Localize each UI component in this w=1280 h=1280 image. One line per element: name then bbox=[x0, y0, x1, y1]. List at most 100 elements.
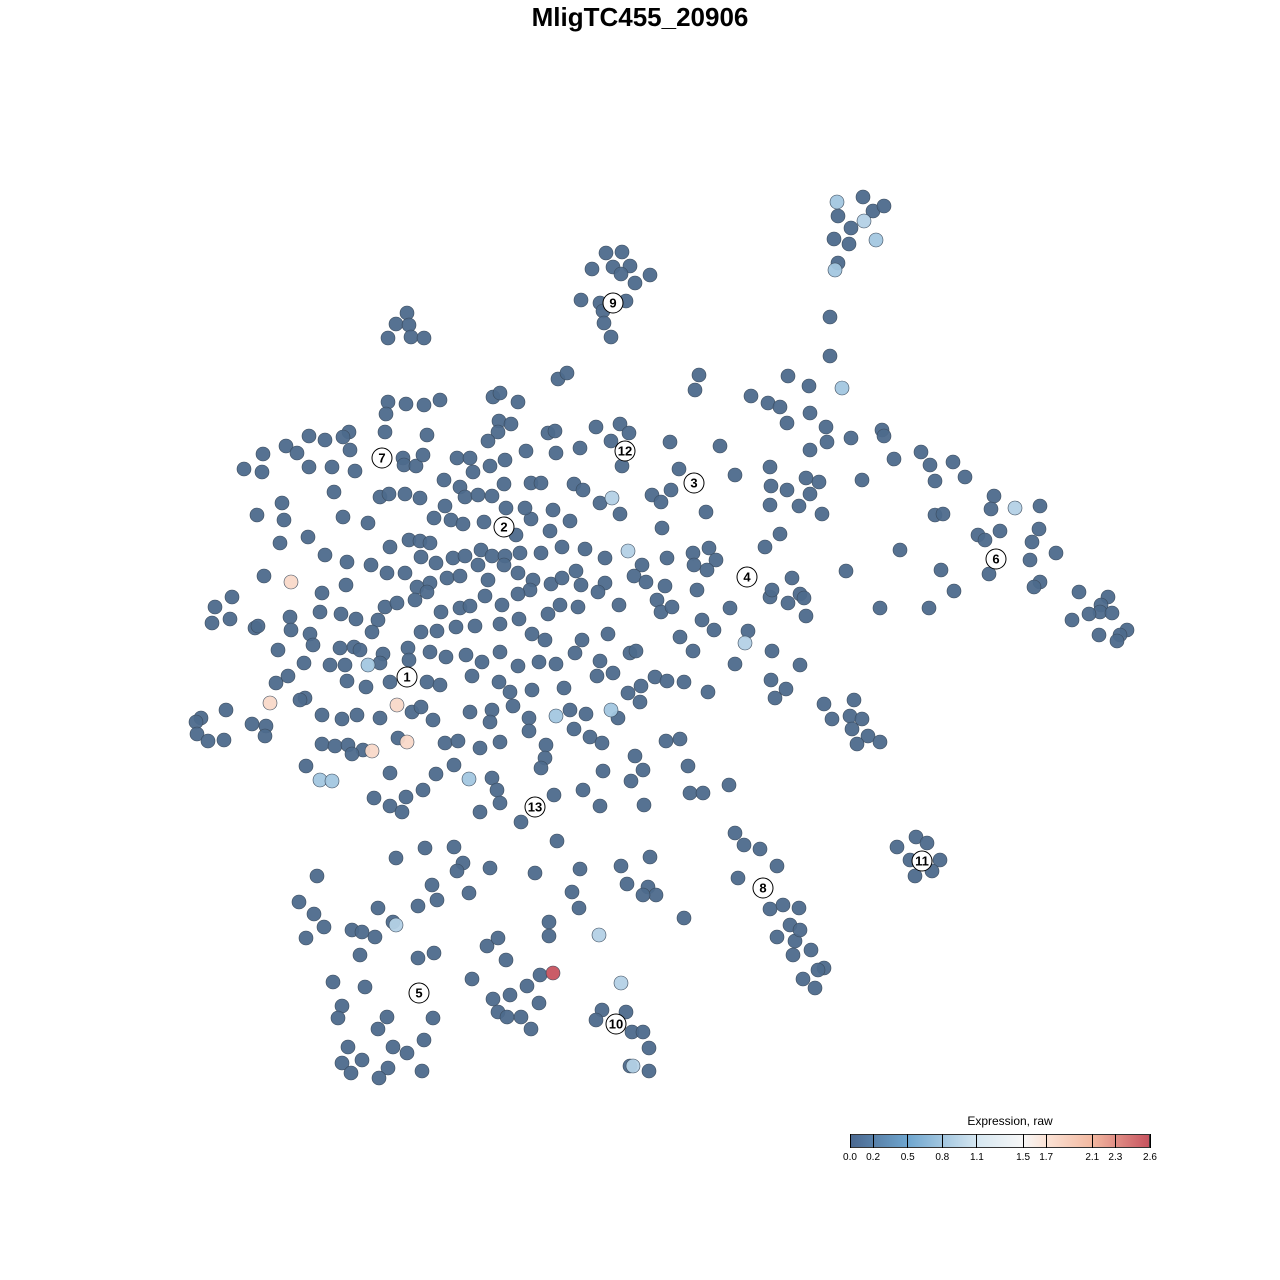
data-point bbox=[775, 897, 791, 913]
data-point bbox=[822, 309, 838, 325]
data-point bbox=[476, 514, 492, 530]
cluster-label-badge bbox=[736, 566, 758, 588]
data-point bbox=[907, 868, 923, 884]
data-point bbox=[1064, 612, 1080, 628]
data-point bbox=[419, 674, 435, 690]
data-point bbox=[342, 442, 358, 458]
data-point bbox=[378, 406, 394, 422]
data-point bbox=[416, 397, 432, 413]
data-point bbox=[415, 447, 431, 463]
data-point bbox=[1031, 521, 1047, 537]
data-point bbox=[492, 616, 508, 632]
data-point bbox=[680, 758, 696, 774]
data-point bbox=[843, 220, 859, 236]
data-point bbox=[841, 236, 857, 252]
data-point bbox=[752, 841, 768, 857]
cluster-label-text: 5 bbox=[415, 986, 422, 1001]
data-point bbox=[856, 213, 872, 229]
data-point bbox=[262, 695, 278, 711]
data-point bbox=[482, 714, 498, 730]
data-point bbox=[814, 506, 830, 522]
data-point bbox=[633, 678, 649, 694]
data-point bbox=[811, 474, 827, 490]
data-point bbox=[826, 231, 842, 247]
colorbar-tick-label: 2.1 bbox=[1085, 1152, 1100, 1163]
data-point bbox=[518, 443, 534, 459]
data-point bbox=[595, 763, 611, 779]
data-point bbox=[801, 378, 817, 394]
data-point bbox=[413, 549, 429, 565]
data-point bbox=[600, 626, 616, 642]
data-point bbox=[802, 405, 818, 421]
data-point bbox=[785, 947, 801, 963]
data-point bbox=[316, 919, 332, 935]
data-point bbox=[618, 1004, 634, 1020]
data-point bbox=[446, 757, 462, 773]
data-point bbox=[588, 1012, 604, 1028]
cluster-label-badge bbox=[752, 877, 774, 899]
data-point bbox=[410, 898, 426, 914]
cluster-label-badge bbox=[614, 440, 636, 462]
data-point bbox=[727, 825, 743, 841]
data-point bbox=[474, 654, 490, 670]
data-point bbox=[301, 428, 317, 444]
data-point bbox=[573, 577, 589, 593]
data-point bbox=[792, 657, 808, 673]
colorbar-tick-label: 0.5 bbox=[900, 1152, 915, 1163]
colorbar-tick-label: 2.6 bbox=[1143, 1152, 1157, 1163]
data-point bbox=[589, 668, 605, 684]
data-point bbox=[370, 900, 386, 916]
data-point bbox=[780, 368, 796, 384]
data-point bbox=[289, 445, 305, 461]
data-point bbox=[257, 728, 273, 744]
data-point bbox=[849, 736, 865, 752]
data-point bbox=[479, 938, 495, 954]
data-point bbox=[537, 632, 553, 648]
data-point bbox=[575, 482, 591, 498]
data-point bbox=[769, 858, 785, 874]
data-point bbox=[957, 469, 973, 485]
data-point bbox=[564, 884, 580, 900]
data-point bbox=[446, 839, 462, 855]
data-point bbox=[619, 876, 635, 892]
data-point bbox=[484, 548, 500, 564]
data-point bbox=[592, 798, 608, 814]
data-point bbox=[200, 733, 216, 749]
cluster-label-badge bbox=[493, 516, 515, 538]
data-point bbox=[642, 849, 658, 865]
data-point bbox=[676, 674, 692, 690]
data-point bbox=[422, 535, 438, 551]
cluster-label-text: 12 bbox=[618, 444, 632, 459]
data-point bbox=[687, 382, 703, 398]
data-point bbox=[1026, 579, 1042, 595]
data-point bbox=[635, 762, 651, 778]
data-point bbox=[657, 578, 673, 594]
data-point bbox=[492, 385, 508, 401]
data-point bbox=[844, 721, 860, 737]
data-point bbox=[562, 513, 578, 529]
data-point bbox=[312, 604, 328, 620]
data-point bbox=[634, 557, 650, 573]
data-point bbox=[913, 444, 929, 460]
data-point bbox=[298, 758, 314, 774]
data-point bbox=[462, 450, 478, 466]
data-point bbox=[810, 962, 826, 978]
cluster-label-badge bbox=[605, 1013, 627, 1035]
cluster-label: 5 bbox=[408, 982, 430, 1004]
data-point bbox=[698, 504, 714, 520]
data-point bbox=[572, 861, 588, 877]
data-point bbox=[438, 649, 454, 665]
data-point bbox=[1024, 534, 1040, 550]
data-point bbox=[659, 673, 675, 689]
data-point bbox=[335, 429, 351, 445]
data-point bbox=[472, 740, 488, 756]
data-point bbox=[946, 583, 962, 599]
data-point bbox=[309, 868, 325, 884]
data-point bbox=[582, 729, 598, 745]
data-point bbox=[827, 262, 843, 278]
data-point bbox=[642, 267, 658, 283]
data-point bbox=[830, 208, 846, 224]
data-point bbox=[326, 484, 342, 500]
data-point bbox=[467, 618, 483, 634]
